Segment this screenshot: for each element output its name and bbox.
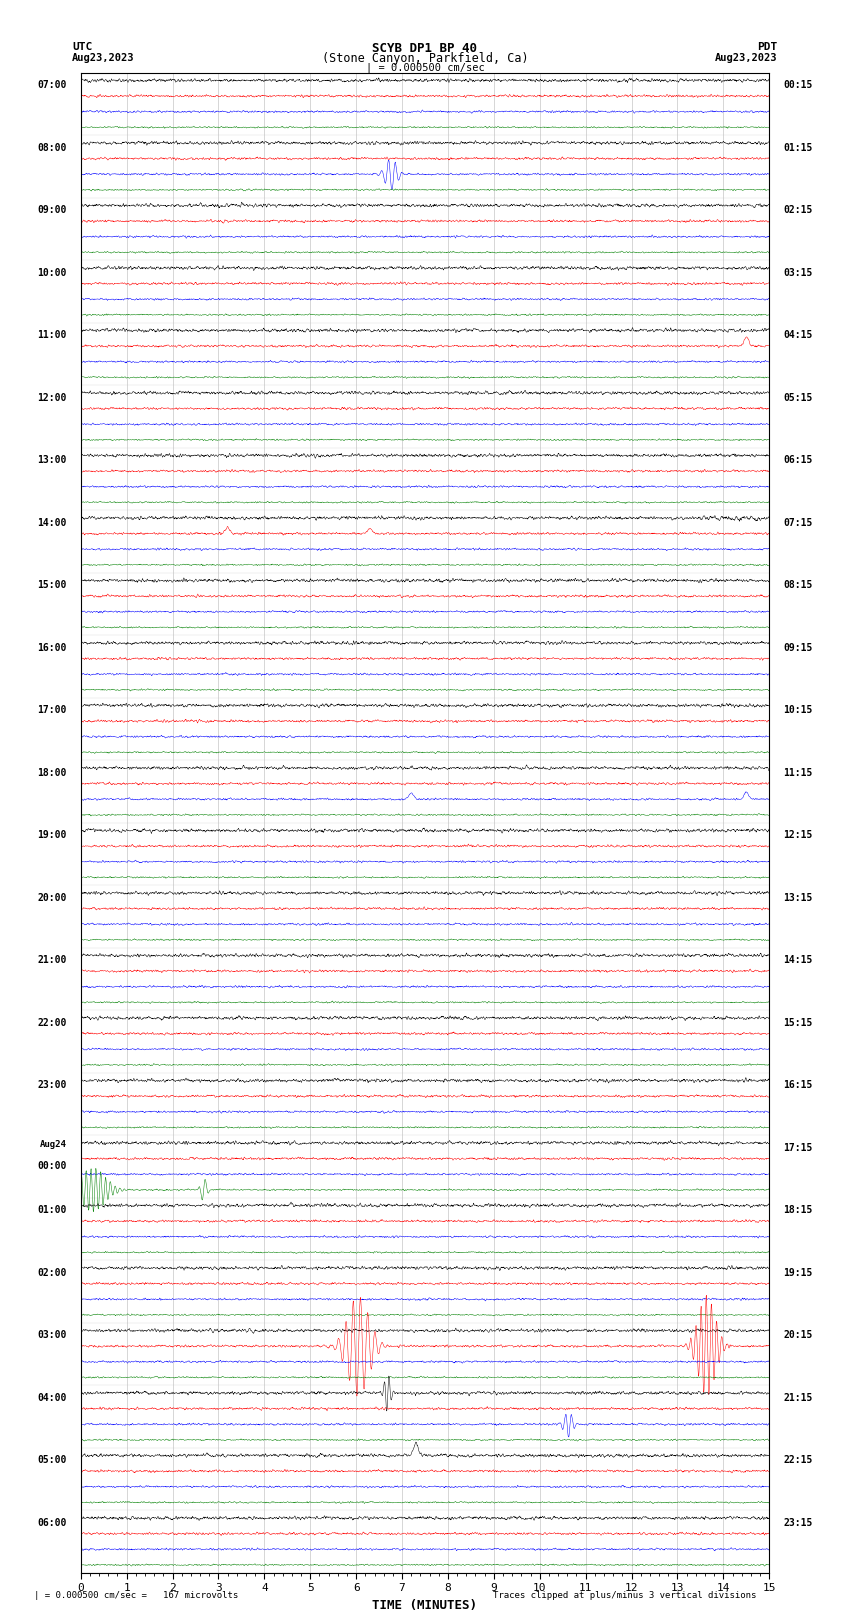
Text: Traces clipped at plus/minus 3 vertical divisions: Traces clipped at plus/minus 3 vertical … <box>493 1592 756 1600</box>
Text: 01:15: 01:15 <box>783 142 813 153</box>
Text: 05:00: 05:00 <box>37 1455 67 1465</box>
Text: 03:15: 03:15 <box>783 268 813 277</box>
Text: 15:15: 15:15 <box>783 1018 813 1027</box>
Text: Aug23,2023: Aug23,2023 <box>72 53 135 63</box>
Text: (Stone Canyon, Parkfield, Ca): (Stone Canyon, Parkfield, Ca) <box>321 52 529 65</box>
Text: 07:00: 07:00 <box>37 81 67 90</box>
Text: 22:00: 22:00 <box>37 1018 67 1027</box>
Text: Aug23,2023: Aug23,2023 <box>715 53 778 63</box>
Text: 13:00: 13:00 <box>37 455 67 465</box>
Text: 17:00: 17:00 <box>37 705 67 715</box>
Text: 05:15: 05:15 <box>783 392 813 403</box>
Text: 16:00: 16:00 <box>37 642 67 653</box>
Text: 02:15: 02:15 <box>783 205 813 215</box>
Text: 19:15: 19:15 <box>783 1268 813 1277</box>
Text: Aug24: Aug24 <box>40 1140 67 1148</box>
Text: 18:00: 18:00 <box>37 768 67 777</box>
Text: 20:15: 20:15 <box>783 1331 813 1340</box>
Text: | = 0.000500 cm/sec: | = 0.000500 cm/sec <box>366 63 484 74</box>
Text: 20:00: 20:00 <box>37 892 67 903</box>
Text: | = 0.000500 cm/sec =   167 microvolts: | = 0.000500 cm/sec = 167 microvolts <box>34 1592 238 1600</box>
Text: 06:00: 06:00 <box>37 1518 67 1528</box>
Text: 23:00: 23:00 <box>37 1081 67 1090</box>
Text: 19:00: 19:00 <box>37 831 67 840</box>
Text: 12:15: 12:15 <box>783 831 813 840</box>
Text: 09:15: 09:15 <box>783 642 813 653</box>
Text: 12:00: 12:00 <box>37 392 67 403</box>
Text: 10:15: 10:15 <box>783 705 813 715</box>
Text: 08:15: 08:15 <box>783 581 813 590</box>
Text: 21:15: 21:15 <box>783 1392 813 1403</box>
Text: 17:15: 17:15 <box>783 1142 813 1153</box>
Text: 01:00: 01:00 <box>37 1205 67 1215</box>
Text: 16:15: 16:15 <box>783 1081 813 1090</box>
Text: 04:00: 04:00 <box>37 1392 67 1403</box>
Text: 13:15: 13:15 <box>783 892 813 903</box>
Text: UTC: UTC <box>72 42 93 52</box>
Text: PDT: PDT <box>757 42 778 52</box>
Text: 03:00: 03:00 <box>37 1331 67 1340</box>
X-axis label: TIME (MINUTES): TIME (MINUTES) <box>372 1598 478 1611</box>
Text: 11:15: 11:15 <box>783 768 813 777</box>
Text: 22:15: 22:15 <box>783 1455 813 1465</box>
Text: 14:00: 14:00 <box>37 518 67 527</box>
Text: 07:15: 07:15 <box>783 518 813 527</box>
Text: 08:00: 08:00 <box>37 142 67 153</box>
Text: 00:15: 00:15 <box>783 81 813 90</box>
Text: 14:15: 14:15 <box>783 955 813 965</box>
Text: 04:15: 04:15 <box>783 331 813 340</box>
Text: 09:00: 09:00 <box>37 205 67 215</box>
Text: 10:00: 10:00 <box>37 268 67 277</box>
Text: 15:00: 15:00 <box>37 581 67 590</box>
Text: 06:15: 06:15 <box>783 455 813 465</box>
Text: 21:00: 21:00 <box>37 955 67 965</box>
Text: 23:15: 23:15 <box>783 1518 813 1528</box>
Text: 00:00: 00:00 <box>37 1161 67 1171</box>
Text: 02:00: 02:00 <box>37 1268 67 1277</box>
Text: SCYB DP1 BP 40: SCYB DP1 BP 40 <box>372 42 478 55</box>
Text: 11:00: 11:00 <box>37 331 67 340</box>
Text: 18:15: 18:15 <box>783 1205 813 1215</box>
